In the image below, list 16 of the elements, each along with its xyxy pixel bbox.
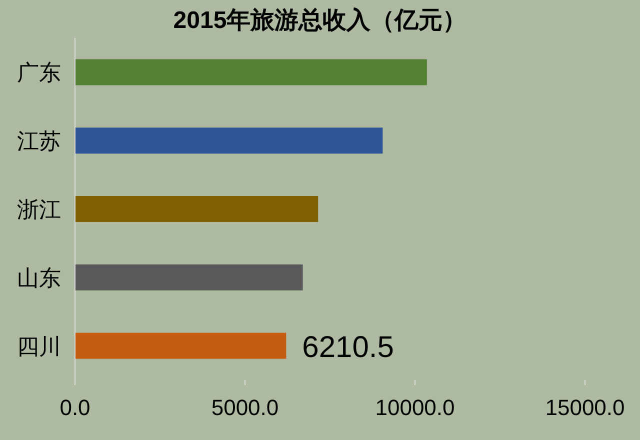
x-tick-label: 5000.0 — [211, 395, 279, 420]
bar — [75, 196, 318, 222]
y-tick-label: 四川 — [17, 334, 61, 359]
y-tick-label: 广东 — [17, 60, 61, 86]
data-label: 6210.5 — [302, 330, 394, 364]
y-tick-label: 江苏 — [17, 128, 61, 154]
bar — [75, 128, 383, 154]
bar — [75, 264, 303, 290]
x-tick-label: 10000.0 — [375, 395, 455, 420]
y-tick-label: 山东 — [17, 265, 61, 290]
bar — [75, 59, 427, 86]
y-tick-label: 浙江 — [17, 197, 61, 222]
x-tick-label: 0.0 — [60, 395, 90, 420]
x-tick-label: 15000.0 — [545, 395, 625, 420]
chart-title: 2015年旅游总收入（亿元） — [173, 7, 467, 34]
bar — [75, 332, 286, 359]
